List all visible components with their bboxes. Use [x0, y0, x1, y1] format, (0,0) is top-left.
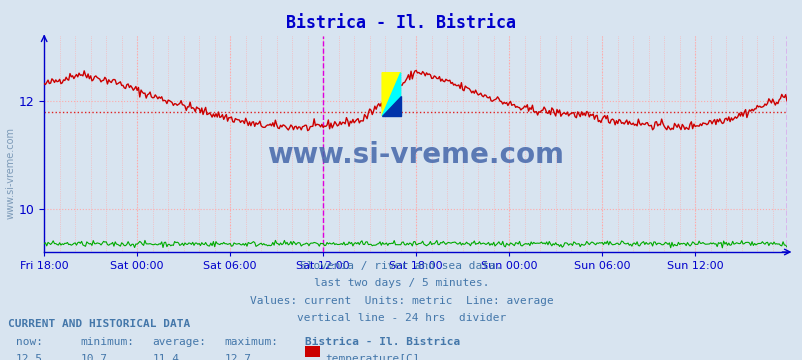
Text: Slovenia / river and sea data.: Slovenia / river and sea data.	[300, 261, 502, 271]
Text: Bistrica - Il. Bistrica: Bistrica - Il. Bistrica	[305, 337, 460, 347]
Text: maximum:: maximum:	[225, 337, 278, 347]
Text: temperature[C]: temperature[C]	[325, 354, 419, 360]
Polygon shape	[382, 96, 400, 116]
Text: now:: now:	[16, 337, 43, 347]
Text: vertical line - 24 hrs  divider: vertical line - 24 hrs divider	[297, 313, 505, 323]
Text: Values: current  Units: metric  Line: average: Values: current Units: metric Line: aver…	[249, 296, 553, 306]
Text: last two days / 5 minutes.: last two days / 5 minutes.	[314, 278, 488, 288]
Text: 10.7: 10.7	[80, 354, 107, 360]
Polygon shape	[382, 73, 400, 116]
Text: www.si-vreme.com: www.si-vreme.com	[267, 141, 563, 169]
Text: 12.7: 12.7	[225, 354, 252, 360]
Text: 12.5: 12.5	[16, 354, 43, 360]
Text: 11.4: 11.4	[152, 354, 180, 360]
Text: average:: average:	[152, 337, 206, 347]
Text: Bistrica - Il. Bistrica: Bistrica - Il. Bistrica	[286, 14, 516, 32]
Polygon shape	[382, 73, 400, 116]
Text: minimum:: minimum:	[80, 337, 134, 347]
Text: www.si-vreme.com: www.si-vreme.com	[6, 127, 15, 219]
Text: CURRENT AND HISTORICAL DATA: CURRENT AND HISTORICAL DATA	[8, 319, 190, 329]
